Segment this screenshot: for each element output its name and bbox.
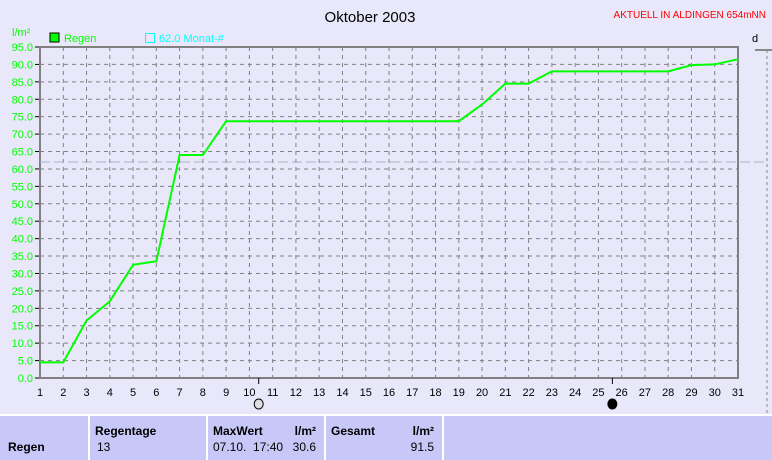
x-tick-label: 6 [153, 387, 159, 399]
right-panel-label: d [752, 33, 758, 45]
y-tick-label: 90.0 [12, 59, 33, 71]
x-tick-label: 8 [200, 387, 206, 399]
x-tick-label: 11 [267, 387, 278, 399]
x-tick-label: 22 [522, 387, 534, 399]
y-tick-label: 70.0 [12, 129, 33, 141]
x-tick-label: 3 [83, 387, 89, 399]
row-label: Regen [8, 440, 45, 454]
x-tick-label: 14 [336, 387, 348, 399]
x-tick-label: 5 [130, 387, 136, 399]
y-tick-label: 40.0 [12, 234, 33, 246]
gesamt-unit: l/m² [413, 424, 434, 438]
y-axis-label: l/m² [12, 27, 31, 39]
x-tick-label: 13 [313, 387, 325, 399]
maxwert-unit: l/m² [295, 424, 316, 438]
summary-table: Regen Regentage 13 MaxWert l/m² 07.10. 1… [0, 414, 772, 460]
y-tick-label: 45.0 [12, 216, 33, 228]
y-tick-label: 85.0 [12, 77, 33, 89]
rain-chart: Oktober 2003 AKTUELL IN ALDINGEN 654mNN … [0, 0, 772, 414]
x-tick-label: 2 [60, 387, 66, 399]
legend-regen: Regen [64, 33, 96, 45]
x-tick-label: 17 [406, 387, 418, 399]
maxwert-header: MaxWert [213, 424, 263, 438]
y-tick-label: 55.0 [12, 181, 33, 193]
x-tick-label: 26 [616, 387, 628, 399]
y-tick-label: 35.0 [12, 251, 33, 263]
gesamt-value: 91.5 [411, 440, 434, 454]
x-tick-label: 31 [732, 387, 744, 399]
maxwert-value: 30.6 [293, 440, 316, 454]
regentage-value: 13 [97, 440, 110, 454]
y-tick-label: 0.0 [18, 373, 33, 385]
y-tick-label: 65.0 [12, 147, 33, 159]
station-label: AKTUELL IN ALDINGEN 654mNN [614, 10, 766, 21]
x-tick-label: 20 [476, 387, 488, 399]
x-tick-label: 7 [177, 387, 183, 399]
x-tick-label: 19 [453, 387, 465, 399]
x-tick-label: 16 [383, 387, 395, 399]
legend-swatch-regen [50, 33, 59, 42]
x-tick-label: 28 [662, 387, 674, 399]
x-tick-label: 25 [592, 387, 604, 399]
x-tick-label: 10 [243, 387, 255, 399]
x-tick-label: 1 [37, 387, 43, 399]
y-tick-label: 20.0 [12, 303, 33, 315]
y-tick-label: 5.0 [18, 356, 33, 368]
chart-title: Oktober 2003 [325, 9, 416, 26]
x-tick-label: 27 [639, 387, 651, 399]
y-tick-label: 95.0 [12, 42, 33, 54]
x-tick-label: 18 [429, 387, 441, 399]
x-tick-label: 15 [360, 387, 372, 399]
gesamt-header: Gesamt [331, 424, 375, 438]
x-tick-label: 29 [685, 387, 697, 399]
y-tick-label: 75.0 [12, 112, 33, 124]
y-tick-label: 60.0 [12, 164, 33, 176]
y-tick-label: 15.0 [12, 321, 33, 333]
x-tick-label: 9 [223, 387, 229, 399]
y-tick-label: 30.0 [12, 268, 33, 280]
new-moon-icon [608, 399, 617, 409]
y-tick-label: 80.0 [12, 94, 33, 106]
x-tick-label: 12 [290, 387, 302, 399]
x-tick-label: 30 [709, 387, 721, 399]
regentage-header: Regentage [95, 424, 156, 438]
x-tick-label: 24 [569, 387, 581, 399]
x-tick-label: 4 [107, 387, 113, 399]
x-tick-label: 23 [546, 387, 558, 399]
legend-reference: 62.0 Monat-# [159, 33, 225, 45]
legend-swatch-reference [146, 34, 155, 43]
y-tick-label: 50.0 [12, 199, 33, 211]
y-tick-label: 10.0 [12, 338, 33, 350]
full-moon-icon [254, 399, 263, 409]
maxwert-time: 07.10. 17:40 [213, 440, 283, 454]
x-tick-label: 21 [499, 387, 511, 399]
y-tick-label: 25.0 [12, 286, 33, 298]
